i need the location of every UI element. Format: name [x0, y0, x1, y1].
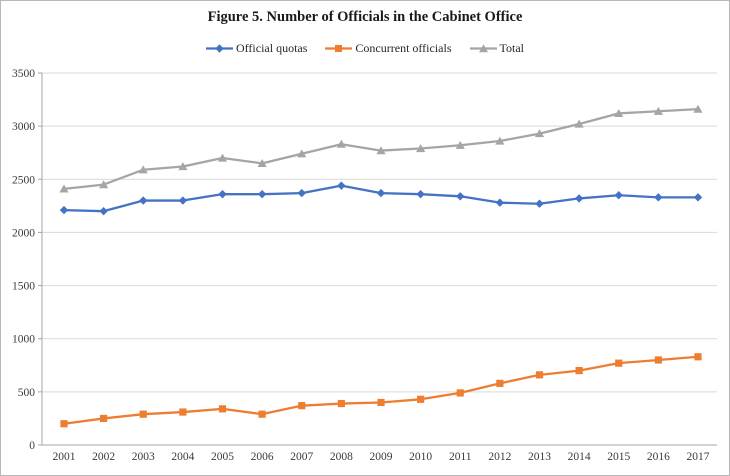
- data-point-concurrent-officials: [298, 402, 306, 410]
- x-tick-label: 2017: [687, 451, 710, 463]
- y-tick-label: 2000: [12, 227, 35, 239]
- x-tick-label: 2004: [171, 451, 194, 463]
- data-point-total: [416, 144, 426, 153]
- x-tick-label: 2005: [211, 451, 234, 463]
- data-point-concurrent-officials: [258, 410, 266, 418]
- data-point-total: [178, 162, 188, 171]
- data-point-concurrent-officials: [60, 420, 68, 428]
- x-tick-label: 2007: [290, 451, 313, 463]
- data-point-concurrent-officials: [456, 389, 464, 397]
- official-quotas-line-marker-icon: [205, 43, 233, 54]
- data-point-official-quotas: [495, 198, 505, 207]
- x-tick-label: 2014: [568, 451, 591, 463]
- total-line-marker-icon: [469, 43, 497, 54]
- data-point-total: [693, 104, 703, 113]
- y-tick-label: 0: [29, 440, 35, 452]
- data-point-official-quotas: [59, 205, 69, 215]
- chart-title: Figure 5. Number of Officials in the Cab…: [207, 9, 523, 25]
- legend-label-concurrent-officials: Concurrent officials: [355, 41, 452, 55]
- legend-item-total: Total: [469, 41, 525, 56]
- data-point-total: [614, 108, 624, 117]
- data-point-official-quotas: [337, 181, 346, 190]
- legend-label-total: Total: [499, 41, 525, 55]
- x-tick-label: 2010: [409, 451, 432, 463]
- legend-label-official-quotas: Official quotas: [235, 41, 308, 55]
- legend-item-concurrent-officials: Concurrent officials: [325, 41, 452, 56]
- y-tick-label: 2500: [12, 174, 35, 186]
- y-tick-label: 1500: [12, 281, 35, 293]
- data-point-total: [574, 119, 584, 128]
- y-tick-label: 3500: [12, 68, 35, 80]
- x-tick-label: 2013: [528, 451, 551, 463]
- data-point-concurrent-officials: [575, 367, 583, 375]
- data-point-official-quotas: [178, 196, 188, 205]
- data-point-total: [455, 140, 465, 149]
- data-point-official-quotas: [99, 206, 108, 216]
- x-tick-label: 2015: [607, 451, 630, 463]
- legend-item-official-quotas: Official quotas: [205, 41, 308, 56]
- data-point-total: [99, 180, 109, 189]
- data-point-official-quotas: [376, 188, 386, 198]
- data-point-concurrent-officials: [337, 399, 345, 408]
- y-tick-label: 3000: [12, 121, 35, 133]
- series-line-concurrent-officials: [62, 355, 700, 425]
- x-tick-label: 2003: [132, 451, 155, 463]
- data-point-concurrent-officials: [535, 371, 544, 379]
- data-point-official-quotas: [614, 191, 623, 200]
- x-tick-label: 2001: [53, 451, 76, 463]
- x-tick-label: 2009: [370, 451, 393, 463]
- data-point-official-quotas: [297, 188, 306, 198]
- data-point-total: [297, 149, 307, 158]
- data-point-total: [217, 153, 228, 162]
- data-point-official-quotas: [456, 192, 465, 201]
- x-tick-label: 2006: [251, 451, 274, 463]
- data-point-official-quotas: [693, 193, 703, 202]
- data-point-total: [138, 165, 148, 174]
- data-point-official-quotas: [574, 194, 584, 203]
- data-point-official-quotas: [139, 196, 148, 205]
- data-point-total: [59, 184, 69, 193]
- data-point-total: [653, 106, 663, 115]
- data-point-concurrent-officials: [218, 405, 227, 413]
- data-point-concurrent-officials: [377, 398, 385, 407]
- data-point-total: [534, 129, 545, 138]
- data-point-total: [376, 146, 386, 155]
- data-point-total: [336, 139, 346, 148]
- data-point-official-quotas: [257, 189, 267, 199]
- data-point-concurrent-officials: [654, 356, 662, 364]
- y-tick-label: 500: [18, 387, 36, 399]
- x-tick-label: 2002: [92, 451, 115, 463]
- data-point-official-quotas: [535, 199, 544, 208]
- data-point-concurrent-officials: [615, 359, 623, 367]
- chart-legend: Official quotas Concurrent officials Tot…: [1, 41, 729, 56]
- x-tick-label: 2011: [449, 451, 472, 463]
- data-point-concurrent-officials: [179, 408, 187, 416]
- data-point-official-quotas: [218, 189, 227, 199]
- data-point-concurrent-officials: [694, 353, 702, 361]
- data-point-concurrent-officials: [100, 414, 108, 423]
- x-tick-label: 2012: [488, 451, 511, 463]
- data-point-total: [495, 136, 505, 145]
- y-tick-label: 1000: [12, 334, 35, 346]
- concurrent-officials-line-marker-icon: [325, 43, 353, 54]
- data-point-concurrent-officials: [496, 379, 504, 387]
- x-tick-label: 2016: [647, 451, 670, 463]
- x-tick-label: 2008: [330, 451, 353, 463]
- data-point-concurrent-officials: [417, 395, 425, 403]
- data-point-total: [257, 158, 267, 167]
- data-point-concurrent-officials: [139, 410, 147, 418]
- data-point-official-quotas: [416, 189, 425, 199]
- data-point-official-quotas: [654, 193, 663, 202]
